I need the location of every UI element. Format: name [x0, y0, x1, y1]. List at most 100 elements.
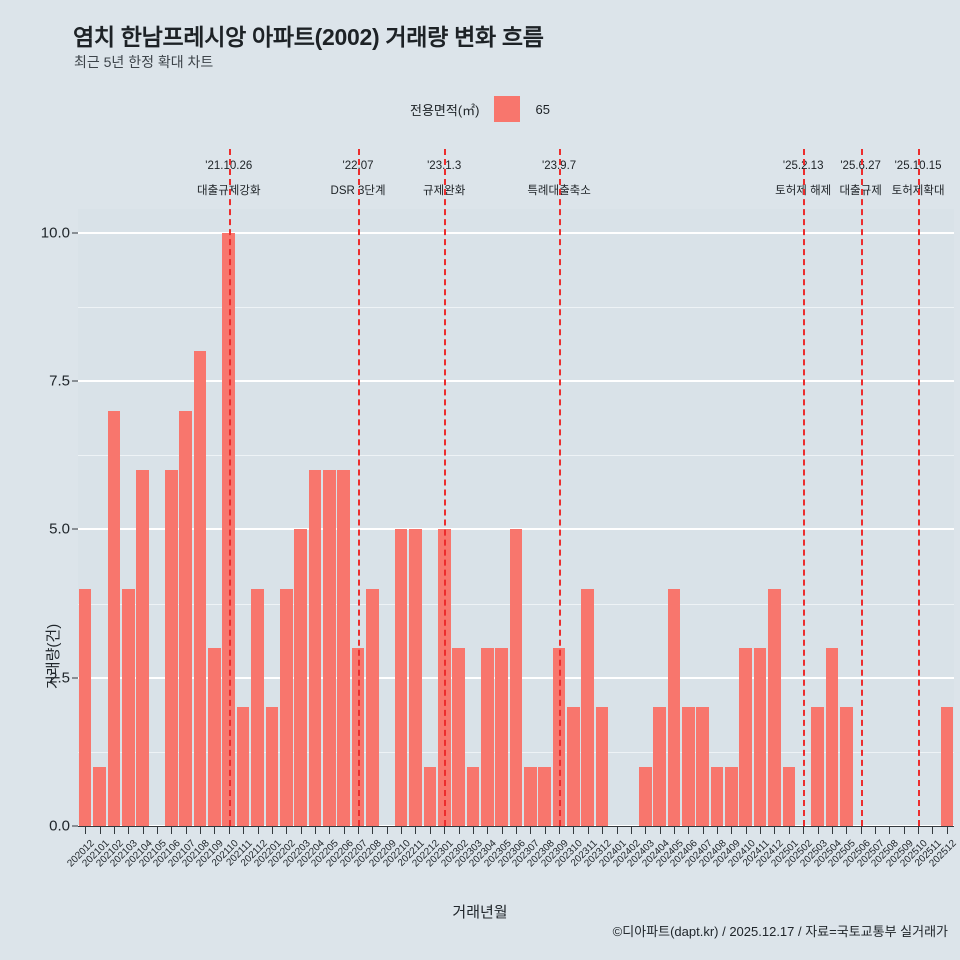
- bar[interactable]: [394, 529, 408, 826]
- x-tick-mark: [587, 827, 589, 834]
- gridline-7.5: [78, 380, 954, 383]
- bar[interactable]: [682, 707, 695, 826]
- bar[interactable]: [552, 648, 566, 826]
- bar[interactable]: [725, 766, 738, 826]
- x-tick-mark: [257, 827, 259, 834]
- x-tick-mark: [128, 827, 130, 834]
- bar[interactable]: [366, 588, 379, 826]
- bar[interactable]: [940, 707, 954, 826]
- x-tick-mark: [616, 827, 618, 834]
- bar[interactable]: [581, 588, 595, 826]
- bar[interactable]: [782, 766, 796, 826]
- gridline-minor-6.25: [78, 455, 954, 457]
- bar[interactable]: [308, 470, 322, 826]
- x-tick-mark: [817, 827, 819, 834]
- x-tick-mark: [171, 827, 173, 834]
- x-tick-mark: [831, 827, 833, 834]
- x-tick-mark: [860, 827, 862, 834]
- x-tick-mark: [573, 827, 575, 834]
- bar[interactable]: [538, 766, 552, 826]
- x-tick-mark: [200, 827, 202, 834]
- bar[interactable]: [466, 766, 480, 826]
- x-tick-mark: [903, 827, 905, 834]
- bar[interactable]: [839, 707, 853, 826]
- bar[interactable]: [509, 529, 523, 826]
- x-tick-mark: [602, 827, 604, 834]
- event-line-202110: [228, 149, 231, 826]
- y-tick-mark: [72, 528, 78, 530]
- bar[interactable]: [825, 648, 839, 826]
- x-tick-mark: [85, 827, 87, 834]
- bar[interactable]: [107, 410, 121, 826]
- x-tick-mark: [544, 827, 546, 834]
- page-title: 염치 한남프레시앙 아파트(2002) 거래량 변화 흐름: [73, 24, 544, 50]
- bar[interactable]: [136, 470, 149, 826]
- x-tick-mark: [889, 827, 891, 834]
- bar[interactable]: [251, 588, 264, 826]
- bar[interactable]: [495, 648, 508, 826]
- page-subtitle: 최근 5년 한정 확대 차트: [74, 54, 214, 70]
- legend-label-65: 65: [535, 101, 550, 117]
- bar[interactable]: [811, 707, 824, 826]
- bar[interactable]: [93, 766, 106, 826]
- x-tick-mark: [372, 827, 374, 834]
- bar[interactable]: [121, 588, 135, 826]
- x-tick-mark: [300, 827, 302, 834]
- bar[interactable]: [768, 588, 781, 826]
- x-tick-mark: [185, 827, 187, 834]
- x-tick-mark: [731, 827, 733, 834]
- bar[interactable]: [480, 648, 494, 826]
- bar[interactable]: [423, 766, 437, 826]
- bar[interactable]: [193, 351, 207, 826]
- bar[interactable]: [524, 766, 537, 826]
- bar[interactable]: [337, 470, 350, 826]
- x-tick-mark: [932, 827, 934, 834]
- event-line-202309: [559, 149, 562, 826]
- bar[interactable]: [567, 707, 580, 826]
- bar[interactable]: [710, 766, 724, 826]
- y-tick-mark: [72, 232, 78, 234]
- bar[interactable]: [265, 707, 279, 826]
- x-tick-mark: [688, 827, 690, 834]
- bar[interactable]: [208, 648, 221, 826]
- gridline-5: [78, 528, 954, 531]
- x-tick-mark: [343, 827, 345, 834]
- bar[interactable]: [653, 707, 666, 826]
- x-tick-mark: [156, 827, 158, 834]
- footer-credit: ©디아파트(dapt.kr) / 2025.12.17 / 자료=국토교통부 실…: [612, 924, 948, 939]
- bar[interactable]: [179, 410, 192, 826]
- bar[interactable]: [222, 232, 236, 826]
- bar[interactable]: [78, 588, 92, 826]
- x-tick-mark: [803, 827, 805, 834]
- bar[interactable]: [595, 707, 609, 826]
- plot-panel: 거래량(건): [45, 149, 954, 827]
- x-tick-mark: [702, 827, 704, 834]
- x-tick-mark: [314, 827, 316, 834]
- bar[interactable]: [165, 470, 178, 826]
- y-tick-mark: [72, 380, 78, 382]
- x-tick-mark: [271, 827, 273, 834]
- bar[interactable]: [236, 707, 250, 826]
- x-tick-mark: [214, 827, 216, 834]
- bar[interactable]: [667, 588, 681, 826]
- bar[interactable]: [322, 470, 336, 826]
- bar[interactable]: [351, 648, 365, 826]
- y-tick-label: 0.0: [49, 817, 70, 835]
- x-tick-mark: [530, 827, 532, 834]
- bar[interactable]: [696, 707, 709, 826]
- y-tick-label: 10.0: [40, 224, 70, 242]
- y-tick-label: 5.0: [49, 520, 70, 538]
- bar[interactable]: [294, 529, 307, 826]
- bar[interactable]: [739, 648, 753, 826]
- event-line-202207: [358, 149, 361, 826]
- bar[interactable]: [452, 648, 465, 826]
- bar[interactable]: [638, 766, 652, 826]
- event-line-202506: [860, 149, 863, 826]
- x-tick-mark: [458, 827, 460, 834]
- bar[interactable]: [279, 588, 293, 826]
- bar[interactable]: [409, 529, 422, 826]
- x-tick-mark: [516, 827, 517, 834]
- x-tick-mark: [946, 827, 948, 834]
- bar[interactable]: [753, 648, 767, 826]
- x-tick-mark: [760, 827, 762, 834]
